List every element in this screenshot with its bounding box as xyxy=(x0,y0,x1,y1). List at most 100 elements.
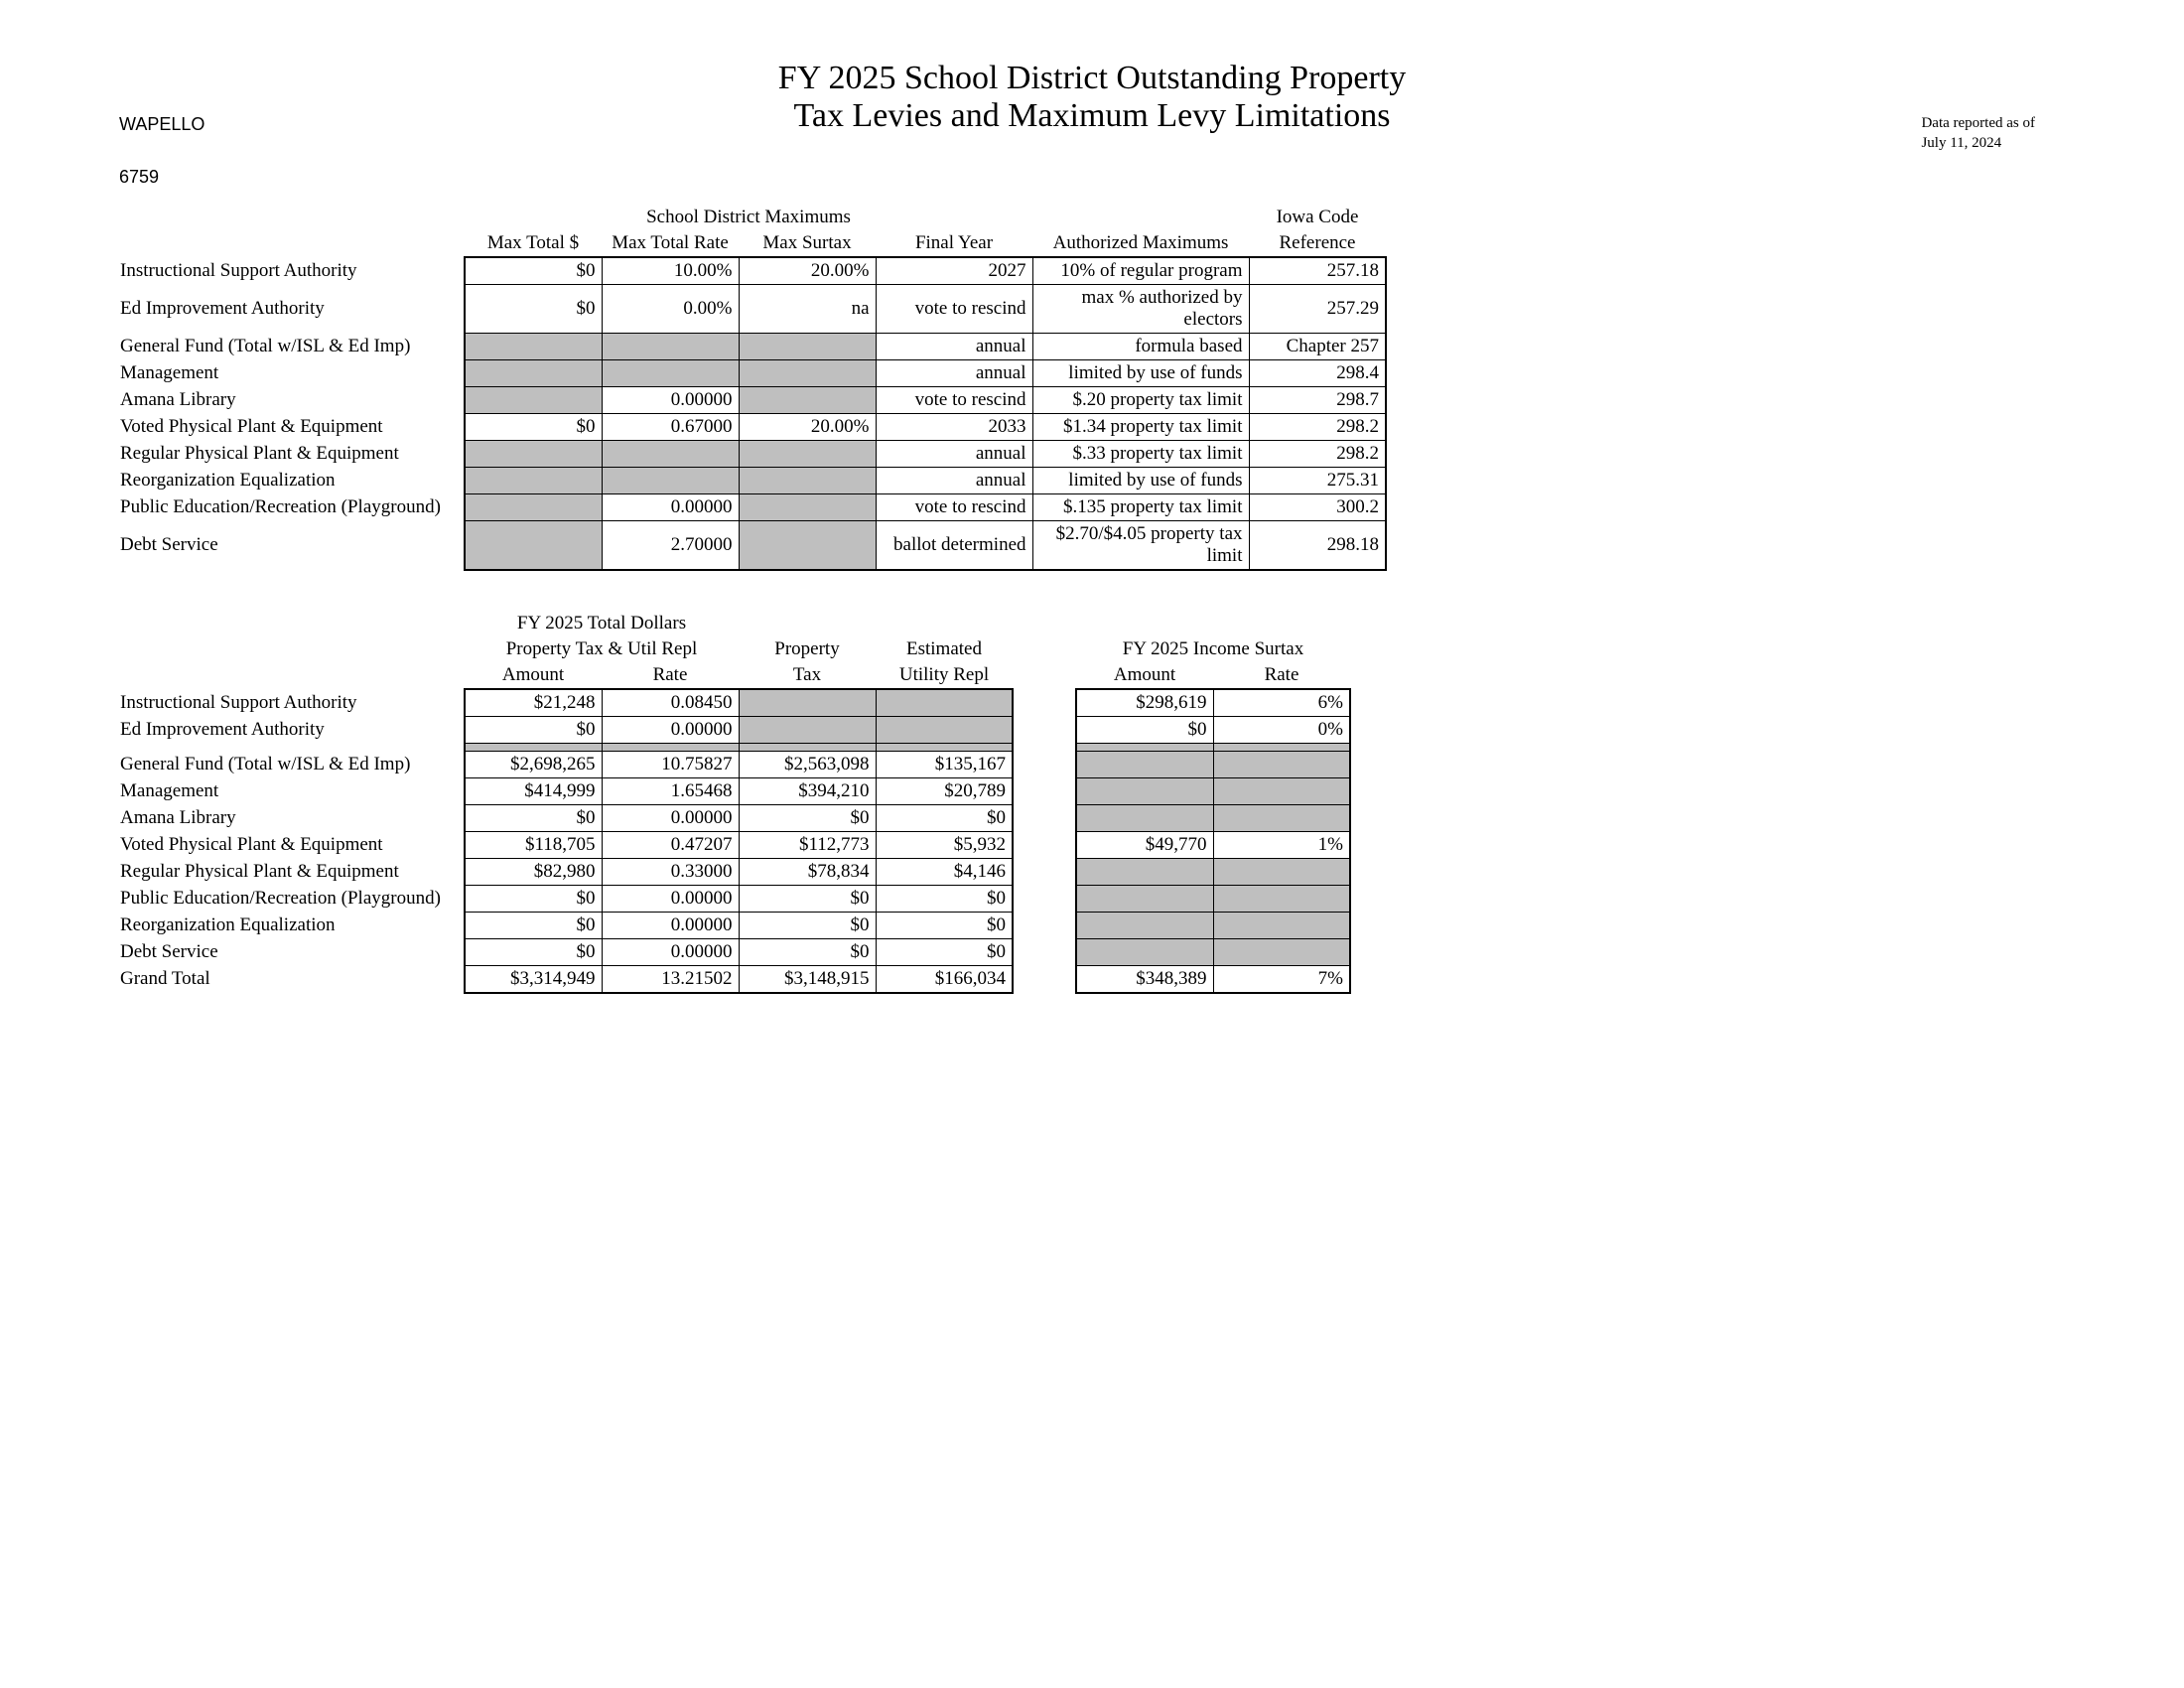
cell: 0.00000 xyxy=(602,805,739,832)
row-label: Ed Improvement Authority xyxy=(119,717,465,744)
cell: 0.08450 xyxy=(602,689,739,717)
cell xyxy=(1076,886,1213,913)
col2-util: Utility Repl xyxy=(876,662,1013,689)
cell: $166,034 xyxy=(876,966,1013,994)
cell xyxy=(1213,886,1350,913)
maximums-section: School District Maximums Iowa Code Max T… xyxy=(119,205,2065,571)
cell: $1.34 property tax limit xyxy=(1032,414,1249,441)
cell: 300.2 xyxy=(1249,494,1386,521)
table-row: Managementannuallimited by use of funds2… xyxy=(119,360,1386,387)
cell xyxy=(465,441,602,468)
cell: 20.00% xyxy=(739,257,876,285)
cell: $0 xyxy=(1076,717,1213,744)
cell xyxy=(602,468,739,494)
cell: $2,563,098 xyxy=(739,752,876,778)
cell xyxy=(1076,778,1213,805)
maximums-table: School District Maximums Iowa Code Max T… xyxy=(119,205,1387,571)
grand-total-row: Grand Total$3,314,94913.21502$3,148,915$… xyxy=(119,966,1350,994)
cell: ballot determined xyxy=(876,521,1032,571)
table-row: General Fund (Total w/ISL & Ed Imp)$2,69… xyxy=(119,752,1350,778)
cell: vote to rescind xyxy=(876,387,1032,414)
title-line-1: FY 2025 School District Outstanding Prop… xyxy=(119,60,2065,97)
col-reference: Reference xyxy=(1249,230,1386,257)
table-row: Regular Physical Plant & Equipmentannual… xyxy=(119,441,1386,468)
cell xyxy=(739,521,876,571)
table-row: Reorganization Equalizationannuallimited… xyxy=(119,468,1386,494)
cell: 257.18 xyxy=(1249,257,1386,285)
cell xyxy=(1076,805,1213,832)
cell: 2033 xyxy=(876,414,1032,441)
cell: $0 xyxy=(465,285,602,334)
cell xyxy=(602,334,739,360)
table-row: Ed Improvement Authority$00.00000$00% xyxy=(119,717,1350,744)
col-max-total: Max Total $ xyxy=(465,230,602,257)
cell: $0 xyxy=(465,886,602,913)
cell xyxy=(465,468,602,494)
col2-tax: Tax xyxy=(739,662,876,689)
estimated-super: Estimated xyxy=(876,636,1013,662)
cell: 0.00000 xyxy=(602,939,739,966)
maximums-super-header: School District Maximums xyxy=(465,205,1032,230)
cell: $0 xyxy=(465,939,602,966)
table-row: Debt Service2.70000ballot determined$2.7… xyxy=(119,521,1386,571)
cell: formula based xyxy=(1032,334,1249,360)
proptax-util-super: Property Tax & Util Repl xyxy=(465,636,739,662)
cell: 257.29 xyxy=(1249,285,1386,334)
row-label: Grand Total xyxy=(119,966,465,994)
cell xyxy=(739,387,876,414)
cell: $0 xyxy=(739,805,876,832)
row-label: General Fund (Total w/ISL & Ed Imp) xyxy=(119,752,465,778)
cell: 298.4 xyxy=(1249,360,1386,387)
row-label: General Fund (Total w/ISL & Ed Imp) xyxy=(119,334,465,360)
cell: limited by use of funds xyxy=(1032,360,1249,387)
cell xyxy=(465,387,602,414)
row-label: Public Education/Recreation (Playground) xyxy=(119,494,465,521)
cell: $0 xyxy=(739,886,876,913)
cell: 6% xyxy=(1213,689,1350,717)
property-super: Property xyxy=(739,636,876,662)
cell xyxy=(739,689,876,717)
row-label: Instructional Support Authority xyxy=(119,689,465,717)
income-surtax-super: FY 2025 Income Surtax xyxy=(1076,636,1350,662)
cell: 1% xyxy=(1213,832,1350,859)
row-label: Public Education/Recreation (Playground) xyxy=(119,886,465,913)
cell xyxy=(465,521,602,571)
cell: $135,167 xyxy=(876,752,1013,778)
table-row: Voted Physical Plant & Equipment$00.6700… xyxy=(119,414,1386,441)
cell: 275.31 xyxy=(1249,468,1386,494)
table-row: Ed Improvement Authority$00.00%navote to… xyxy=(119,285,1386,334)
cell xyxy=(1213,859,1350,886)
row-label: Instructional Support Authority xyxy=(119,257,465,285)
row-label: Voted Physical Plant & Equipment xyxy=(119,832,465,859)
cell xyxy=(1213,939,1350,966)
district-code: 6759 xyxy=(119,167,159,188)
cell: 0.00000 xyxy=(602,913,739,939)
cell xyxy=(876,717,1013,744)
cell: $0 xyxy=(876,939,1013,966)
col2-surtax-amount: Amount xyxy=(1076,662,1213,689)
cell xyxy=(1213,778,1350,805)
cell: 7% xyxy=(1213,966,1350,994)
cell: 0.47207 xyxy=(602,832,739,859)
cell xyxy=(1076,859,1213,886)
cell: 298.18 xyxy=(1249,521,1386,571)
cell: $112,773 xyxy=(739,832,876,859)
cell xyxy=(739,441,876,468)
cell: $118,705 xyxy=(465,832,602,859)
cell: $4,146 xyxy=(876,859,1013,886)
col-auth-max: Authorized Maximums xyxy=(1032,230,1249,257)
row-label: Regular Physical Plant & Equipment xyxy=(119,859,465,886)
cell xyxy=(1213,752,1350,778)
cell xyxy=(1076,939,1213,966)
dollars-table: FY 2025 Total Dollars Property Tax & Uti… xyxy=(119,611,1351,994)
row-label: Management xyxy=(119,360,465,387)
col2-rate: Rate xyxy=(602,662,739,689)
cell: $3,314,949 xyxy=(465,966,602,994)
table-row: Instructional Support Authority$010.00%2… xyxy=(119,257,1386,285)
report-date-l1: Data reported as of xyxy=(1921,115,2035,131)
row-label: Reorganization Equalization xyxy=(119,468,465,494)
cell: vote to rescind xyxy=(876,285,1032,334)
cell xyxy=(1213,805,1350,832)
district-name: WAPELLO xyxy=(119,114,205,135)
cell: $0 xyxy=(465,717,602,744)
